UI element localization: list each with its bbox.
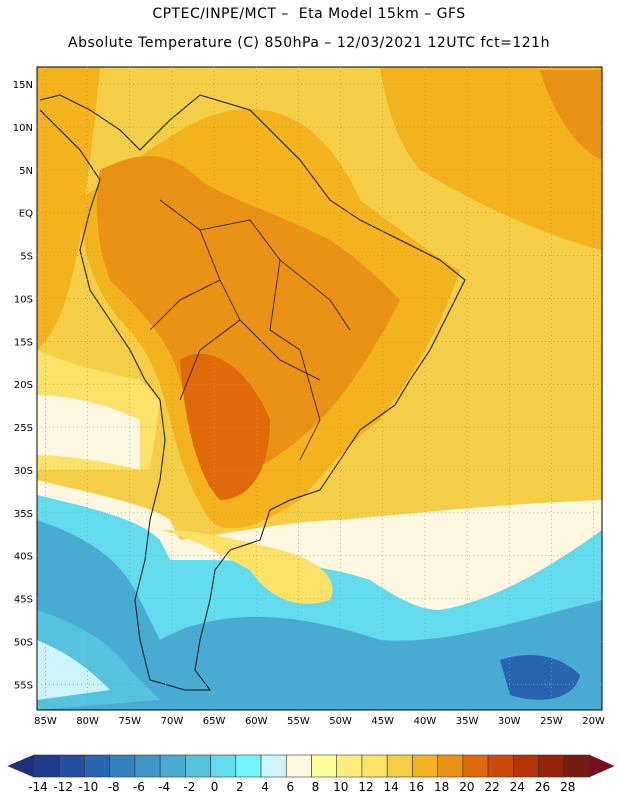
lon-tick-4: 65W xyxy=(203,716,226,727)
colorbar-swatch-14 xyxy=(386,754,413,778)
lon-tick-7: 50W xyxy=(329,716,352,727)
lat-tick-8: 25S xyxy=(14,423,33,434)
colorbar-label-4: -6 xyxy=(133,780,145,794)
colorbar-swatch-10 xyxy=(285,754,312,778)
lon-tick-8: 45W xyxy=(371,716,394,727)
country-borders xyxy=(149,199,351,461)
lon-tick-10: 35W xyxy=(456,716,479,727)
colorbar-label-5: -4 xyxy=(158,780,170,794)
map-title-line1: CPTEC/INPE/MCT – Eta Model 15km – GFS xyxy=(152,6,466,22)
lat-tick-12: 45S xyxy=(14,595,33,606)
colorbar xyxy=(7,754,615,778)
colorbar-tick-labels: -14 -12 -10 -8 -6 -4 -2 0 2 4 6 8 10 12 14 16 18 20 22 24 26… xyxy=(28,780,575,794)
lon-tick-1: 80W xyxy=(76,716,99,727)
colorbar-label-3: -8 xyxy=(108,780,120,794)
lat-tick-11: 40S xyxy=(14,552,33,563)
colorbar-swatch-17 xyxy=(462,754,489,778)
colorbar-label-1: -12 xyxy=(53,780,73,794)
colorbar-label-10: 6 xyxy=(286,780,294,794)
colorbar-low-extend xyxy=(7,754,35,778)
colorbar-swatch-19 xyxy=(513,754,539,778)
lon-tick-0: 85W xyxy=(34,716,57,727)
colorbar-swatch-15 xyxy=(412,754,438,778)
colorbar-label-21: 28 xyxy=(560,780,575,794)
colorbar-swatch-3 xyxy=(109,754,136,778)
colorbar-swatch-6 xyxy=(185,754,211,778)
lat-tick-1: 10N xyxy=(13,123,33,134)
colorbar-swatch-0 xyxy=(33,754,60,778)
lat-tick-7: 20S xyxy=(14,380,33,391)
colorbar-swatch-18 xyxy=(487,754,514,778)
colorbar-label-2: -10 xyxy=(79,780,99,794)
lon-tick-6: 55W xyxy=(287,716,310,727)
lat-tick-5: 10S xyxy=(14,294,33,305)
colorbar-label-20: 26 xyxy=(535,780,550,794)
colorbar-swatch-7 xyxy=(210,754,237,778)
temperature-field xyxy=(37,67,602,710)
colorbar-swatch-9 xyxy=(260,754,287,778)
colorbar-label-19: 24 xyxy=(510,780,525,794)
map-title-line2: Absolute Temperature (C) 850hPa – 12/03/… xyxy=(68,35,550,51)
colorbar-label-9: 4 xyxy=(261,780,269,794)
colorbar-high-extend xyxy=(588,754,615,778)
longitude-tick-labels: 85W 80W 75W 70W 65W 60W 55W 50W 45W 40W 35W 30W 25W 2… xyxy=(34,716,605,727)
latitude-tick-labels: 15N 10N 5N EQ 5S 10S 15S 20S 25S 30S 35S 40S 45S 50S 5… xyxy=(13,80,33,691)
lat-tick-3: EQ xyxy=(19,209,33,220)
colorbar-label-18: 22 xyxy=(484,780,499,794)
lat-tick-9: 30S xyxy=(14,466,33,477)
colorbar-swatch-1 xyxy=(58,754,85,778)
colorbar-label-17: 20 xyxy=(459,780,474,794)
colorbar-label-8: 2 xyxy=(236,780,244,794)
colorbar-swatch-11 xyxy=(311,754,338,778)
lon-tick-12: 25W xyxy=(540,716,563,727)
colorbar-label-13: 12 xyxy=(358,780,373,794)
lat-tick-6: 15S xyxy=(14,337,33,348)
colorbar-swatch-12 xyxy=(336,754,363,778)
colorbar-swatch-2 xyxy=(84,754,110,778)
lon-tick-9: 40W xyxy=(414,716,437,727)
colorbar-label-0: -14 xyxy=(28,780,48,794)
colorbar-swatch-5 xyxy=(159,754,186,778)
colorbar-label-14: 14 xyxy=(384,780,399,794)
colorbar-label-7: 0 xyxy=(211,780,219,794)
colorbar-label-6: -2 xyxy=(183,780,195,794)
lat-tick-10: 35S xyxy=(14,509,33,520)
colorbar-label-12: 10 xyxy=(333,780,348,794)
lon-tick-11: 30W xyxy=(498,716,521,727)
lat-tick-0: 15N xyxy=(13,80,33,91)
map-frame xyxy=(36,66,603,711)
lat-tick-2: 5N xyxy=(19,166,33,177)
coastline xyxy=(39,94,466,691)
colorbar-swatch-4 xyxy=(134,754,161,778)
lat-tick-13: 50S xyxy=(14,637,33,648)
lon-tick-3: 70W xyxy=(161,716,184,727)
colorbar-swatch-8 xyxy=(235,754,262,778)
colorbar-swatch-20 xyxy=(538,754,565,778)
colorbar-label-15: 16 xyxy=(409,780,424,794)
colorbar-swatch-16 xyxy=(437,754,464,778)
colorbar-swatch-13 xyxy=(361,754,388,778)
colorbar-label-11: 8 xyxy=(312,780,320,794)
lon-tick-5: 60W xyxy=(245,716,268,727)
colorbar-label-16: 18 xyxy=(434,780,449,794)
lat-tick-14: 55S xyxy=(14,680,33,691)
lon-tick-13: 20W xyxy=(582,716,605,727)
colorbar-swatch-21 xyxy=(563,754,590,778)
lat-tick-4: 5S xyxy=(20,252,33,263)
lon-tick-2: 75W xyxy=(118,716,141,727)
